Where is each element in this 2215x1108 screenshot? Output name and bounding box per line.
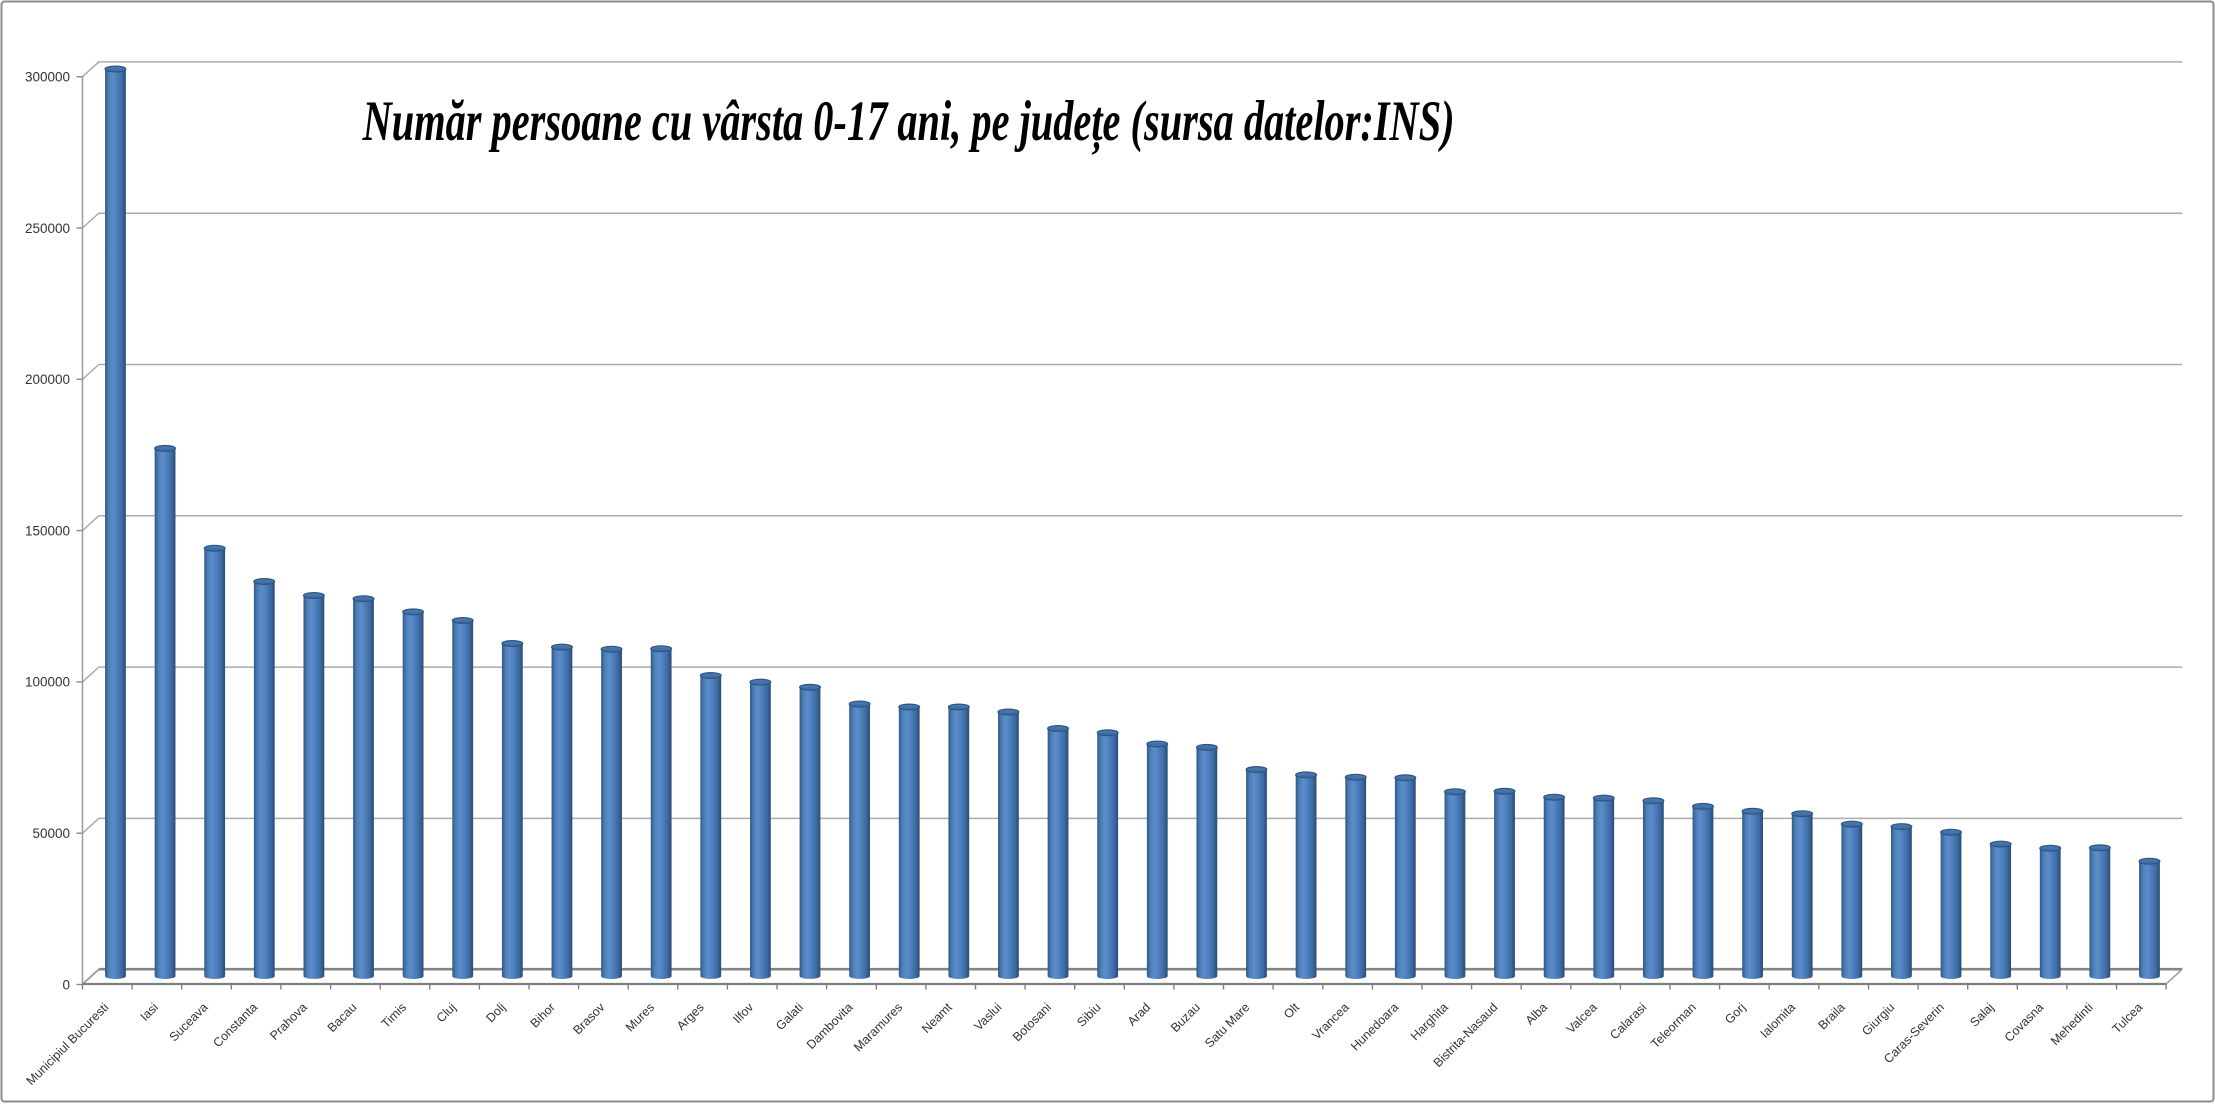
svg-text:100000: 100000 [25,675,70,690]
svg-text:150000: 150000 [25,523,70,538]
svg-text:250000: 250000 [25,221,70,236]
svg-text:0: 0 [62,977,70,992]
svg-text:300000: 300000 [25,70,70,85]
svg-text:200000: 200000 [25,372,70,387]
svg-text:50000: 50000 [32,826,70,841]
svg-text:Număr persoane cu vârsta 0-17: Număr persoane cu vârsta 0-17 ani, pe ju… [362,90,1455,155]
